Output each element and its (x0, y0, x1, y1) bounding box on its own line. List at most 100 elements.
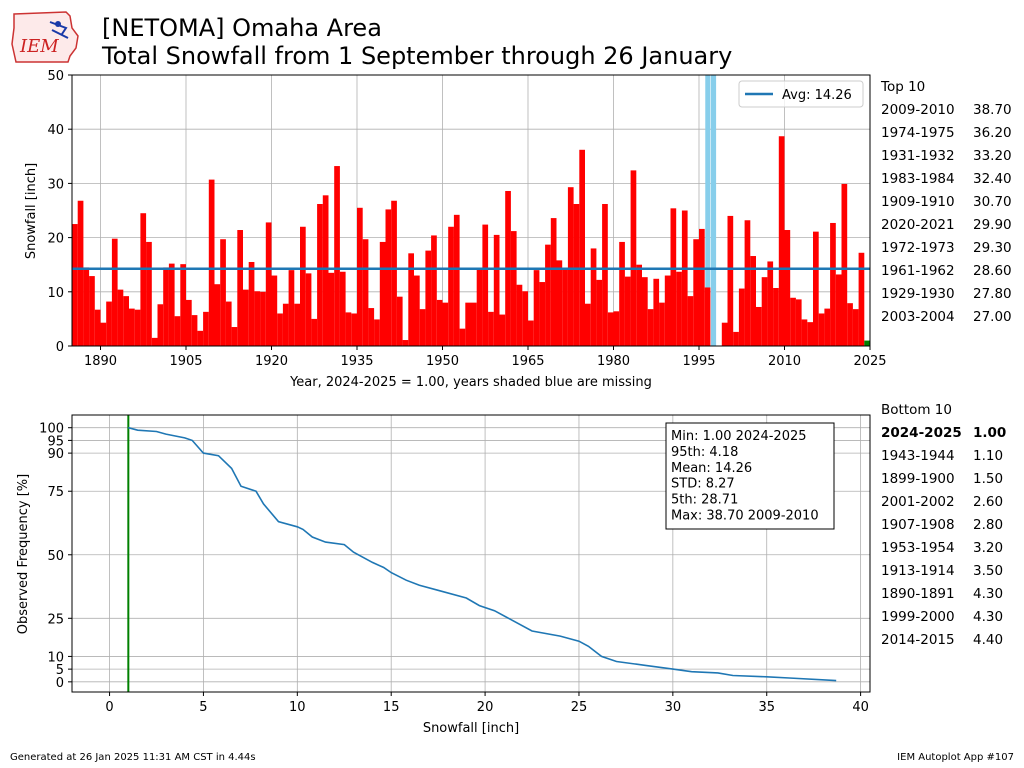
snowfall-bar (613, 311, 620, 346)
snowfall-bar (687, 296, 694, 346)
snowfall-bar (471, 302, 477, 346)
bottom10-row: 1913-1914 3.50 (881, 563, 1021, 581)
snowfall-bar (630, 170, 637, 346)
top10-heading: Top 10 (881, 79, 926, 95)
snowfall-bar (117, 289, 124, 346)
season-label: 2014-2015 (881, 632, 955, 648)
x-axis-label: Year, 2024-2025 = 1.00, years shaded blu… (289, 375, 652, 390)
stats-box-line: Max: 38.70 2009-2010 (671, 509, 819, 524)
x-tick-label: 2025 (853, 354, 886, 369)
snowfall-bar (801, 319, 808, 346)
snowfall-bar (442, 302, 449, 346)
snowfall-bar (425, 250, 432, 346)
season-label: 2009-2010 (881, 102, 955, 118)
snowfall-bar (778, 136, 785, 346)
snowfall-bar (847, 303, 853, 346)
snowfall-bar (265, 222, 272, 346)
season-label: 1972-1973 (881, 240, 955, 256)
x-tick-label: 15 (383, 700, 400, 715)
snowfall-bar (351, 313, 357, 346)
bottom10-row: 2024-2025 1.00 (881, 425, 1021, 443)
snowfall-bar (596, 279, 603, 346)
snowfall-bar (619, 241, 625, 346)
snowfall-bar (231, 327, 238, 346)
snowfall-bar (676, 271, 682, 346)
season-label: 1909-1910 (881, 194, 955, 210)
y-tick-label: 10 (47, 286, 64, 301)
snowfall-bar (300, 226, 306, 346)
x-tick-label: 30 (665, 700, 682, 715)
snowfall-bar (824, 308, 831, 346)
x-axis-label: Snowfall [inch] (423, 721, 519, 736)
snowfall-value: 1.00 (973, 425, 1007, 441)
y-tick-label: 10 (47, 650, 64, 665)
snowfall-bar (756, 306, 762, 346)
snowfall-bar (357, 207, 363, 346)
snowfall-value: 1.50 (973, 471, 1004, 487)
stats-box-line: STD: 8.27 (671, 477, 735, 492)
x-tick-label: 1920 (255, 354, 288, 369)
y-axis-label: Observed Frequency [%] (16, 474, 31, 634)
snowfall-value: 1.10 (973, 448, 1004, 464)
y-tick-label: 50 (47, 69, 64, 84)
snowfall-value: 36.20 (973, 125, 1012, 141)
snowfall-bar (624, 276, 631, 346)
season-label: 1890-1891 (881, 586, 955, 602)
x-tick-label: 1905 (169, 354, 202, 369)
snowfall-bar (123, 296, 129, 346)
snowfall-bar (248, 261, 255, 346)
snowfall-bar (510, 231, 517, 346)
snowfall-bar (522, 291, 528, 346)
y-tick-label: 100 (39, 422, 64, 437)
snowfall-bar (89, 276, 95, 346)
snowfall-bar (174, 316, 181, 346)
snowfall-bar (550, 218, 557, 346)
snowfall-value: 3.50 (973, 563, 1004, 579)
season-label: 2024-2025 (881, 425, 962, 441)
snowfall-bar (345, 312, 352, 346)
bottom10-row: 2001-2002 2.60 (881, 494, 1021, 512)
iem-logo: IEM (11, 11, 79, 63)
top10-row: 2009-2010 38.70 (881, 102, 1021, 120)
snowfall-bar (858, 252, 865, 346)
stats-box-line: 95th: 4.18 (671, 445, 738, 460)
snowfall-bar (539, 282, 546, 346)
x-tick-label: 25 (571, 700, 588, 715)
x-tick-label: 1965 (511, 354, 544, 369)
top10-row: 2020-2021 29.90 (881, 217, 1021, 235)
snowfall-bar (260, 291, 266, 346)
snowfall-bar (773, 288, 779, 346)
season-label: 1913-1914 (881, 563, 955, 579)
season-label: 1983-1984 (881, 171, 955, 187)
snowfall-bar (744, 220, 751, 346)
snowfall-bar (146, 241, 152, 346)
snowfall-bar (168, 263, 175, 346)
snowfall-bar (864, 340, 870, 346)
snowfall-bar (579, 149, 585, 346)
snowfall-bar (727, 215, 734, 346)
snowfall-value: 29.90 (973, 217, 1012, 233)
season-label: 1931-1932 (881, 148, 955, 164)
snowfall-value: 29.30 (973, 240, 1012, 256)
top10-row: 1983-1984 32.40 (881, 171, 1021, 189)
x-tick-label: 1935 (340, 354, 373, 369)
snowfall-bar (431, 235, 437, 346)
snowfall-bar (642, 277, 648, 346)
snowfall-bar (334, 166, 340, 346)
snowfall-bar (83, 267, 90, 346)
snowfall-bar (208, 179, 215, 346)
snowfall-bar (767, 261, 774, 346)
snowfall-bar (157, 304, 164, 346)
plot-frame-top (71, 74, 871, 347)
snowfall-bar (488, 311, 494, 346)
top10-row: 1929-1930 27.80 (881, 286, 1021, 304)
snowfall-bar (362, 239, 369, 346)
snowfall-bar (186, 299, 192, 346)
bottom10-row: 1999-2000 4.30 (881, 609, 1021, 627)
y-tick-label: 95 (47, 434, 64, 449)
snowfall-bar (311, 318, 318, 346)
snowfall-bar (476, 268, 483, 346)
top10-row: 2003-2004 27.00 (881, 309, 1021, 327)
snowfall-bar (533, 270, 540, 346)
snowfall-bar (339, 271, 346, 346)
